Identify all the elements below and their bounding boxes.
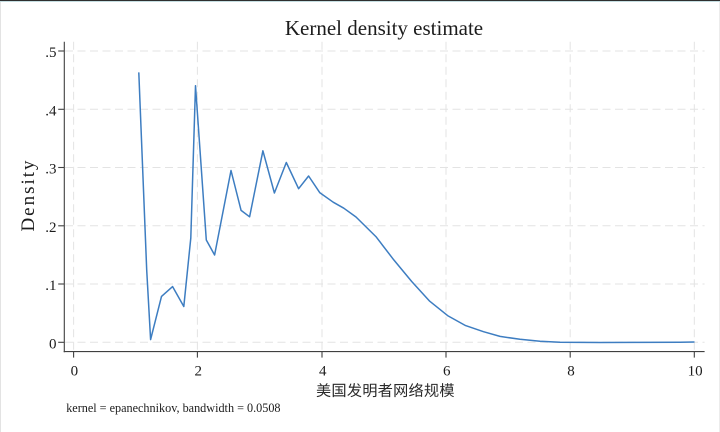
svg-text:.5: .5	[45, 45, 56, 61]
svg-text:Kernel density estimate: Kernel density estimate	[285, 16, 483, 40]
svg-text:2: 2	[194, 363, 202, 379]
svg-text:.2: .2	[45, 220, 56, 236]
svg-text:.3: .3	[45, 162, 56, 178]
svg-text:.1: .1	[45, 278, 56, 294]
svg-text:.4: .4	[45, 104, 57, 120]
svg-text:0: 0	[71, 363, 79, 379]
svg-text:4: 4	[319, 363, 327, 379]
svg-text:Density: Density	[18, 158, 39, 231]
svg-text:kernel = epanechnikov, bandwid: kernel = epanechnikov, bandwidth = 0.050…	[66, 401, 280, 415]
svg-text:0: 0	[49, 337, 57, 353]
svg-text:8: 8	[567, 363, 575, 379]
svg-text:10: 10	[688, 363, 703, 379]
svg-text:6: 6	[443, 363, 451, 379]
